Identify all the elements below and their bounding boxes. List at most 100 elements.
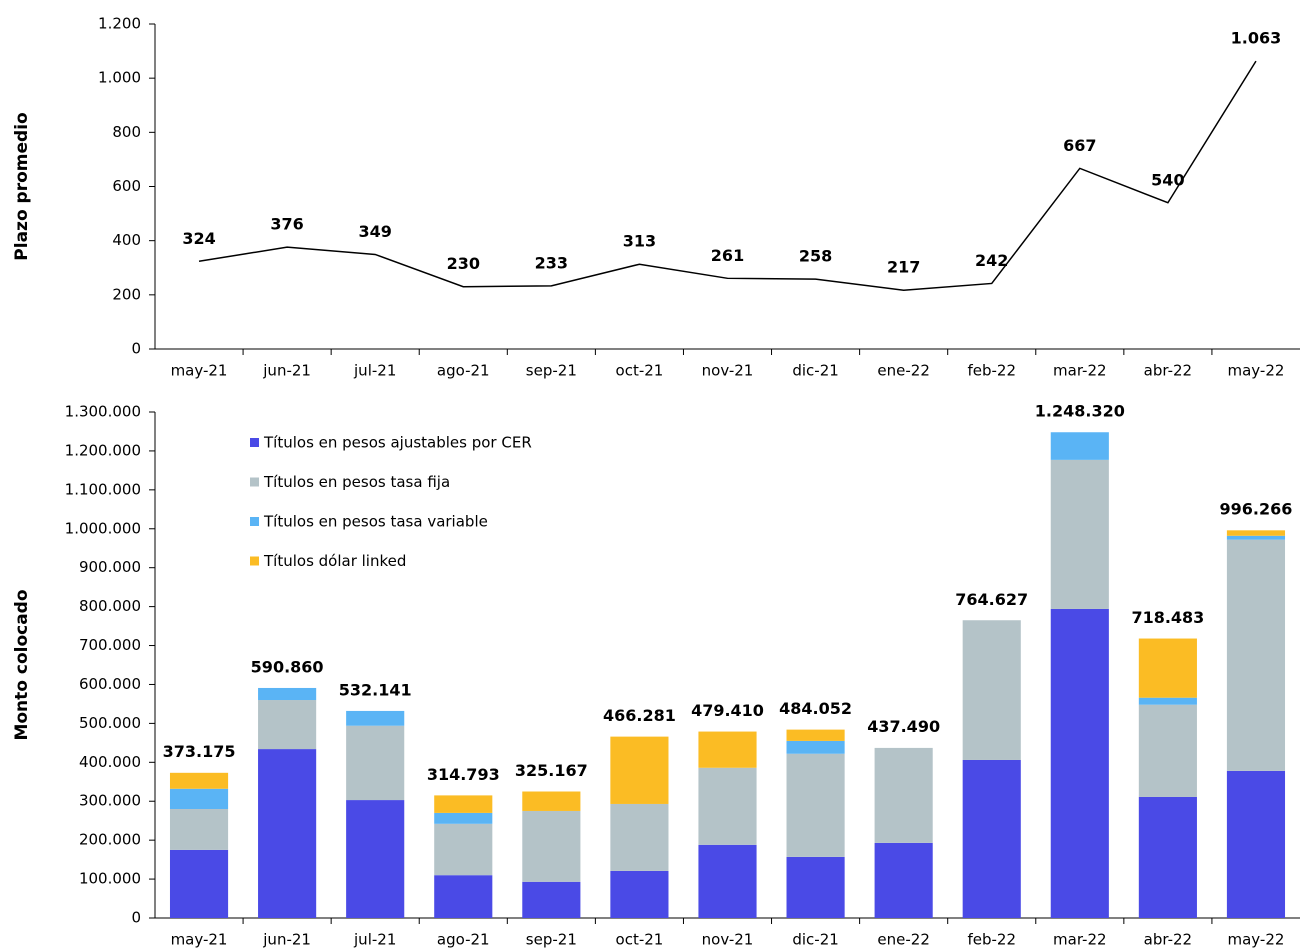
bar-segment — [610, 803, 669, 871]
bar-segment — [786, 729, 845, 741]
value-label: 667 — [1063, 136, 1096, 155]
legend-swatch — [250, 477, 259, 487]
total-label: 996.266 — [1220, 500, 1293, 519]
x-tick-label: jul-21 — [353, 362, 396, 380]
bar-segment — [786, 753, 845, 857]
bar-segment — [346, 710, 405, 726]
x-tick-label: mar-22 — [1053, 362, 1107, 380]
x-tick-label: oct-21 — [616, 362, 664, 380]
legend-swatch — [250, 517, 259, 526]
bar-segment — [1050, 459, 1109, 609]
value-label: 1.063 — [1231, 29, 1282, 48]
value-label: 349 — [358, 222, 391, 241]
total-label: 479.410 — [691, 701, 764, 720]
legend-label: Títulos dólar linked — [263, 552, 406, 570]
bar-segment — [434, 875, 493, 918]
value-label: 258 — [799, 247, 832, 266]
total-label: 325.167 — [515, 761, 588, 780]
x-tick-label: ene-22 — [877, 931, 929, 948]
bar-segment — [1138, 697, 1197, 705]
y-tick-label: 300.000 — [79, 792, 141, 810]
value-label: 242 — [975, 251, 1008, 270]
y-tick-label: 700.000 — [79, 636, 141, 654]
bar-segment — [346, 800, 405, 918]
legend-label: Títulos en pesos ajustables por CER — [263, 434, 532, 452]
bar-segment — [522, 810, 581, 882]
x-tick-label: oct-21 — [616, 931, 664, 948]
y-tick-label: 200 — [112, 285, 141, 303]
total-label: 532.141 — [339, 680, 412, 699]
bar-segment — [698, 767, 757, 845]
value-label: 313 — [623, 232, 656, 251]
bar-segment — [169, 849, 229, 918]
y-tick-label: 1.100.000 — [65, 480, 141, 498]
total-label: 314.793 — [427, 765, 500, 784]
total-label: 484.052 — [779, 699, 852, 718]
legend-label: Títulos en pesos tasa variable — [263, 513, 488, 531]
x-tick-label: sep-21 — [526, 931, 577, 948]
bar-segment — [962, 620, 1021, 760]
legend-swatch — [250, 556, 259, 566]
bar-segment — [169, 772, 229, 789]
bar-segment — [258, 749, 317, 918]
total-label: 718.483 — [1131, 608, 1204, 627]
y-tick-label: 600 — [112, 177, 141, 195]
x-tick-label: ene-22 — [877, 362, 929, 380]
value-label: 540 — [1151, 170, 1184, 189]
bar-segment — [346, 725, 405, 801]
bar-segment — [786, 856, 845, 918]
y-tick-label: 900.000 — [79, 558, 141, 576]
x-tick-label: dic-21 — [792, 931, 838, 948]
x-tick-label: jun-21 — [262, 362, 311, 380]
x-tick-label: nov-21 — [702, 931, 754, 948]
line — [198, 60, 1257, 291]
bar-segment — [1138, 704, 1197, 797]
y-tick-label: 800.000 — [79, 597, 141, 615]
x-tick-label: dic-21 — [792, 362, 838, 380]
bar-segment — [1138, 796, 1197, 918]
x-tick-label: may-22 — [1228, 931, 1285, 948]
bar-segment — [1050, 432, 1109, 460]
total-label: 373.175 — [163, 742, 236, 761]
total-label: 590.860 — [251, 658, 324, 677]
total-label: 466.281 — [603, 706, 676, 725]
bar-segment — [874, 747, 933, 843]
bar-segment — [874, 842, 933, 918]
bar-segment — [1226, 539, 1286, 771]
bar-segment — [522, 881, 581, 918]
y-tick-label: 800 — [112, 123, 141, 141]
y-tick-label: 500.000 — [79, 714, 141, 732]
total-label: 764.627 — [955, 590, 1028, 609]
bar-segment — [786, 740, 845, 754]
bar-segment — [258, 687, 317, 701]
x-tick-label: feb-22 — [967, 931, 1016, 948]
x-tick-label: abr-22 — [1144, 362, 1192, 380]
y-tick-label: 0 — [131, 340, 141, 358]
bar-segment — [258, 700, 317, 750]
y-axis-title: Plazo promedio — [12, 112, 32, 260]
y-tick-label: 100.000 — [79, 870, 141, 888]
bar-segment — [610, 736, 669, 804]
bar-segment — [169, 788, 229, 810]
y-tick-label: 1.000 — [98, 69, 141, 87]
x-tick-label: sep-21 — [526, 362, 577, 380]
x-tick-label: may-22 — [1228, 362, 1285, 380]
legend-swatch — [250, 438, 259, 447]
x-tick-label: may-21 — [171, 931, 228, 948]
y-tick-label: 1.200.000 — [65, 441, 141, 459]
value-label: 233 — [535, 253, 568, 272]
y-tick-label: 1.200 — [98, 15, 141, 33]
bar-segment — [1226, 535, 1286, 540]
bar-segment — [610, 870, 669, 918]
y-tick-label: 1.000.000 — [65, 519, 141, 537]
legend-label: Títulos en pesos tasa fija — [263, 473, 450, 491]
value-label: 376 — [270, 215, 303, 234]
x-tick-label: abr-22 — [1144, 931, 1192, 948]
bar-segment — [434, 823, 493, 876]
bar-segment — [434, 812, 493, 824]
x-tick-label: may-21 — [171, 362, 228, 380]
y-tick-label: 600.000 — [79, 675, 141, 693]
x-tick-label: ago-21 — [437, 931, 490, 948]
x-tick-label: feb-22 — [967, 362, 1016, 380]
